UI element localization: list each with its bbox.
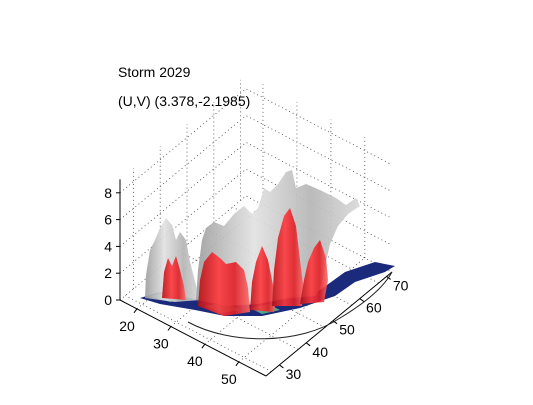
storm-track-curve (187, 271, 393, 340)
y-tick (279, 364, 284, 369)
red-core-right (300, 240, 328, 304)
red-core-tall (272, 208, 304, 306)
gray-isosurface-left (145, 218, 200, 302)
x-tick-label: 30 (153, 336, 169, 352)
x-tick (235, 361, 240, 367)
z-tick-label: 0 (104, 292, 112, 308)
chart-subtitle: (U,V) (3.378,-2.1985) (118, 93, 251, 109)
y-tick (359, 298, 365, 302)
y-tick-label: 30 (286, 366, 302, 382)
y-tick (332, 320, 338, 325)
y-tick-label: 70 (393, 277, 409, 293)
x-tick-label: 20 (119, 318, 135, 334)
x-tick-label: 50 (221, 371, 237, 387)
y-tick-label: 50 (339, 322, 355, 338)
y-tick (305, 342, 311, 347)
x-tick (167, 326, 172, 331)
inner-isosurface (162, 208, 328, 316)
z-tick-label: 2 (104, 265, 112, 281)
chart-title: Storm 2029 (118, 64, 191, 80)
x-tick (201, 343, 206, 349)
red-core-center-right (250, 246, 276, 312)
z-tick-label: 6 (104, 212, 112, 228)
x-tick-label: 40 (187, 353, 203, 369)
z-tick-label: 4 (104, 238, 112, 254)
z-tick-label: 8 (104, 185, 112, 201)
red-core-left (162, 256, 186, 300)
red-core-center (198, 252, 250, 316)
x-axis-line (119, 299, 267, 377)
x-tick (133, 308, 138, 314)
y-tick-label: 40 (312, 344, 328, 360)
y-tick-label: 60 (366, 300, 382, 316)
